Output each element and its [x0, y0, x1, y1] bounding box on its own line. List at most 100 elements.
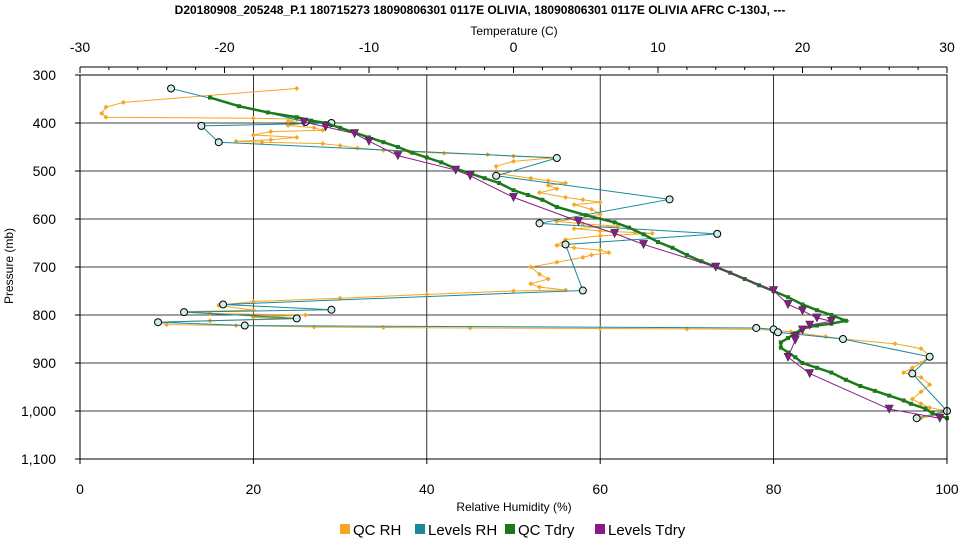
legend-item: QC RH: [340, 522, 401, 539]
data-point: [259, 139, 265, 145]
data-point: [571, 245, 577, 251]
data-point: [814, 308, 819, 313]
data-point: [311, 125, 317, 131]
data-point: [918, 374, 924, 380]
legend-swatch: [595, 524, 605, 534]
data-point: [338, 125, 343, 130]
data-point: [563, 194, 569, 200]
legend-label: Levels Tdry: [608, 522, 686, 539]
data-point: [465, 171, 475, 181]
data-point: [752, 323, 761, 332]
data-point: [826, 316, 836, 326]
data-point: [901, 370, 907, 376]
data-point: [773, 328, 782, 337]
rh-tick-label: 0: [76, 481, 84, 497]
data-point: [872, 388, 877, 393]
data-point: [292, 314, 301, 323]
data-point: [545, 182, 551, 188]
data-point: [814, 323, 819, 328]
data-point: [320, 127, 326, 133]
data-point: [649, 230, 655, 236]
data-point: [858, 384, 863, 389]
data-point: [699, 259, 704, 264]
plot-frame: [79, 74, 948, 460]
data-point: [103, 114, 109, 120]
data-point: [528, 264, 534, 270]
data-point: [805, 369, 815, 379]
data-point: [208, 95, 213, 100]
data-point: [164, 322, 170, 328]
data-point: [364, 136, 374, 146]
series-line: [158, 87, 948, 419]
rh-tick-label: 40: [419, 481, 435, 497]
data-point: [537, 271, 543, 277]
data-point: [395, 145, 400, 149]
data-point: [309, 118, 314, 123]
data-point: [909, 396, 915, 402]
data-point: [299, 117, 309, 127]
data-point: [786, 295, 791, 300]
data-point: [381, 140, 386, 145]
data-point: [930, 411, 935, 416]
pressure-tick-label: 300: [33, 67, 57, 83]
data-point: [103, 104, 109, 110]
data-point: [597, 211, 603, 217]
rh-tick-label: 20: [246, 481, 262, 497]
data-point: [354, 145, 360, 151]
data-point: [800, 302, 805, 307]
data-point: [424, 155, 429, 160]
data-point: [497, 181, 502, 185]
axis-ticks: 0 20 40 60 80 1003004005006007008009001,0001,…: [21, 39, 959, 497]
data-point: [656, 240, 660, 245]
data-point: [892, 341, 898, 347]
temperature-axis-label: Temperature (C): [470, 24, 557, 38]
data-point: [545, 276, 551, 282]
data-point: [597, 325, 603, 331]
legend-label: QC RH: [353, 522, 401, 539]
data-point: [492, 171, 501, 180]
data-point: [294, 115, 299, 120]
data-point: [912, 414, 921, 423]
legend-swatch: [415, 524, 425, 534]
series-layer: [99, 84, 951, 423]
data-point: [778, 345, 783, 350]
data-point: [525, 193, 530, 197]
data-point: [236, 104, 241, 109]
data-point: [294, 134, 300, 140]
rh-tick-label: 100: [935, 481, 959, 497]
data-point: [713, 229, 722, 238]
data-point: [350, 129, 360, 139]
data-point: [439, 160, 444, 165]
temperature-tick-label: 30: [939, 39, 955, 55]
pressure-tick-label: 900: [33, 355, 57, 371]
data-point: [927, 382, 933, 388]
data-point: [294, 85, 300, 91]
data-point: [250, 115, 256, 121]
data-point: [887, 393, 892, 398]
data-point: [337, 143, 343, 149]
data-point: [665, 195, 674, 204]
data-point: [812, 313, 822, 323]
temperature-tick-label: -30: [70, 39, 90, 55]
data-point: [268, 129, 274, 135]
rh-tick-label: 60: [592, 481, 608, 497]
data-point: [574, 217, 584, 227]
data-point: [554, 259, 560, 265]
data-point: [798, 306, 807, 316]
rh-tick-label: 80: [766, 481, 782, 497]
data-point: [918, 389, 924, 395]
data-point: [786, 350, 791, 355]
data-point: [535, 219, 544, 228]
data-point: [783, 300, 793, 310]
legend-label: Levels RH: [428, 522, 497, 539]
series-levels-rh: [154, 84, 951, 423]
data-point: [240, 321, 249, 330]
pressure-tick-label: 1,100: [21, 451, 56, 467]
temperature-tick-label: 0: [510, 39, 518, 55]
data-point: [214, 138, 223, 147]
data-point: [769, 286, 779, 296]
data-point: [285, 119, 291, 125]
data-point: [823, 334, 829, 340]
data-point: [180, 308, 189, 317]
data-point: [597, 247, 603, 253]
